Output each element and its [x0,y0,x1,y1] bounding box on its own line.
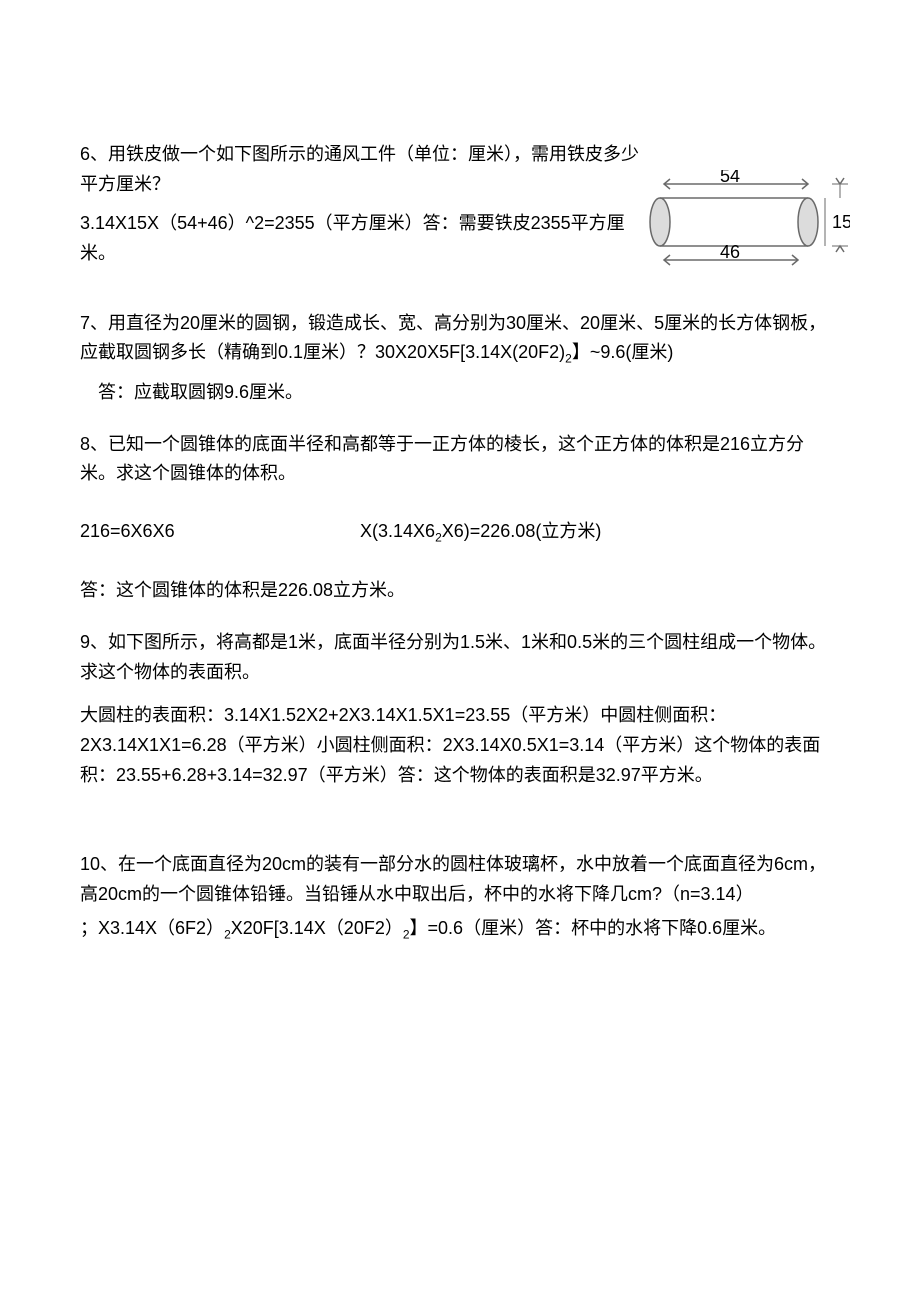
dim-54: 54 [720,170,740,186]
question-6: 6、用铁皮做一个如下图所示的通风工件（单位：厘米），需用铁皮多少平方厘米？ 3.… [80,140,840,269]
q7-sub: 2 [565,352,572,366]
q8-eq-right-sub: 2 [435,530,442,544]
q8-answer: 答：这个圆锥体的体积是226.08立方米。 [80,576,840,606]
q7-answer: 答：应截取圆钢9.6厘米。 [80,378,840,408]
q9-prompt: 9、如下图所示，将高都是1米，底面半径分别为1.5米、1米和0.5米的三个圆柱组… [80,628,840,687]
dim-46: 46 [720,242,740,262]
q10-sol-c: 】=0.6（厘米）答：杯中的水将下降0.6厘米。 [410,918,777,938]
q8-eq-right: X(3.14X62X6)=226.08(立方米) [360,517,601,548]
q8-prompt: 8、已知一个圆锥体的底面半径和高都等于一正方体的棱长，这个正方体的体积是216立… [80,430,840,489]
document-page: 6、用铁皮做一个如下图所示的通风工件（单位：厘米），需用铁皮多少平方厘米？ 3.… [0,0,920,1030]
q10-sol-b: X20F[3.14X（20F2） [231,918,403,938]
q6-prompt: 6、用铁皮做一个如下图所示的通风工件（单位：厘米），需用铁皮多少平方厘米？ [80,140,640,199]
q10-solution: ；X3.14X（6F2）2X20F[3.14X（20F2）2】=0.6（厘米）答… [80,910,840,948]
q7-text-b: 】~9.6(厘米) [572,342,674,362]
dim-15: 15 [832,212,850,232]
q10-prompt: 10、在一个底面直径为20cm的装有一部分水的圆柱体玻璃杯，水中放着一个底面直径… [80,850,840,909]
q7-body: 7、用直径为20厘米的圆钢，锻造成长、宽、高分别为30厘米、20厘米、5厘米的长… [80,309,840,370]
q6-solution: 3.14X15X（54+46）^2=2355（平方厘米）答：需要铁皮2355平方… [80,209,640,268]
q6-diagram: 54 15 46 [620,170,850,280]
question-7: 7、用直径为20厘米的圆钢，锻造成长、宽、高分别为30厘米、20厘米、5厘米的长… [80,309,840,408]
q8-eq-right-b: X6)=226.08(立方米) [442,521,602,541]
question-10: 10、在一个底面直径为20cm的装有一部分水的圆柱体玻璃杯，水中放着一个底面直径… [80,850,840,947]
q7-text-a: 7、用直径为20厘米的圆钢，锻造成长、宽、高分别为30厘米、20厘米、5厘米的长… [80,313,826,363]
q10-sol-sub1: 2 [224,927,231,941]
question-9: 9、如下图所示，将高都是1米，底面半径分别为1.5米、1米和0.5米的三个圆柱组… [80,628,840,790]
q8-eq-right-a: X(3.14X6 [360,521,435,541]
q10-sol-sub2: 2 [403,927,410,941]
q10-sol-a: ；X3.14X（6F2） [80,918,224,938]
q9-solution: 大圆柱的表面积：3.14X1.52X2+2X3.14X1.5X1=23.55（平… [80,701,840,790]
q8-eq-left: 216=6X6X6 [80,517,360,548]
question-8: 8、已知一个圆锥体的底面半径和高都等于一正方体的棱长，这个正方体的体积是216立… [80,430,840,606]
